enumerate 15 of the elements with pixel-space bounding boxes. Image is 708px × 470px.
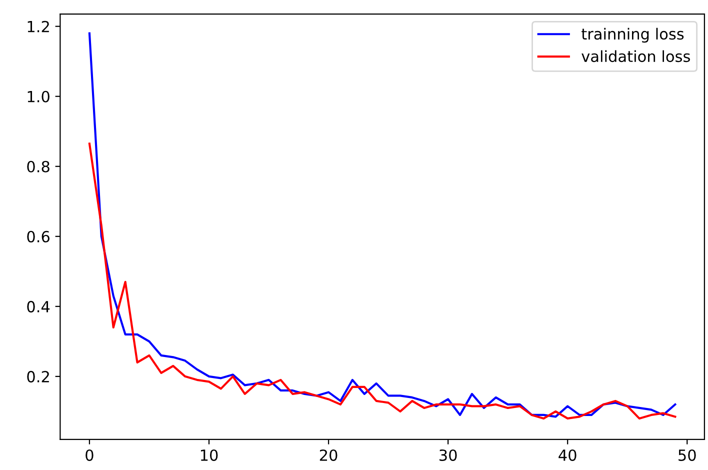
x-tick-label: 20 xyxy=(320,449,338,461)
y-tick-label: 1.0 xyxy=(28,90,50,102)
x-tick-label: 50 xyxy=(678,449,696,461)
x-tick-label: 10 xyxy=(200,449,218,461)
x-tick-label: 0 xyxy=(86,449,94,461)
legend-label: validation loss xyxy=(582,50,690,62)
y-tick-label: 0.4 xyxy=(27,300,50,312)
x-tick-label: 30 xyxy=(440,449,457,461)
y-tick-label: 0.2 xyxy=(27,370,49,382)
y-tick-label: 1.2 xyxy=(28,20,49,32)
y-tick-label: 0.8 xyxy=(27,160,50,172)
line-series xyxy=(88,142,676,420)
x-tick-label: 40 xyxy=(558,449,576,461)
legend-label: trainning loss xyxy=(582,28,684,43)
y-tick-label: 0.6 xyxy=(27,230,50,242)
